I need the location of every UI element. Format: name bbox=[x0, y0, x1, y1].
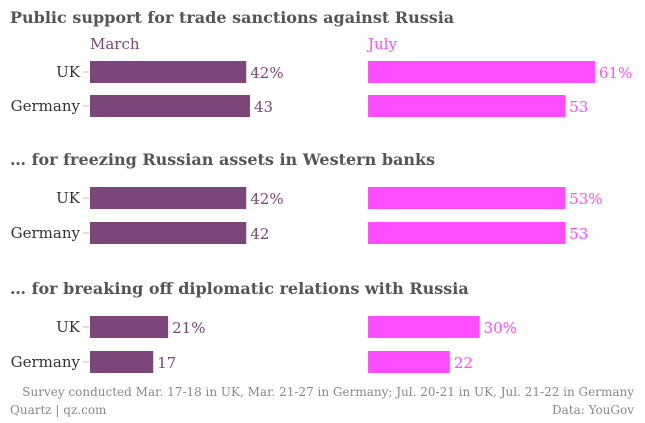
credit: Quartz | qz.com bbox=[10, 403, 107, 417]
value-label-2-germany-july: 53 bbox=[569, 225, 588, 243]
value-label-1-germany-march: 43 bbox=[254, 98, 273, 116]
bar-2-uk-march bbox=[90, 187, 247, 209]
value-label-1-uk-july: 61% bbox=[599, 64, 632, 82]
value-label-3-germany-july: 22 bbox=[454, 354, 473, 372]
bar-1-germany-march bbox=[90, 95, 250, 117]
bar-1-uk-march bbox=[90, 61, 247, 83]
value-label-1-uk-march: 42% bbox=[250, 64, 283, 82]
column-header-march: March bbox=[90, 35, 140, 53]
footnote: Survey conducted Mar. 17-18 in UK, Mar. … bbox=[22, 385, 634, 399]
category-label-germany: Germany bbox=[11, 353, 81, 371]
value-label-3-uk-july: 30% bbox=[484, 319, 517, 337]
source-note: Data: YouGov bbox=[552, 403, 634, 417]
category-label-germany: Germany bbox=[11, 97, 81, 115]
panel-title-2: … for freezing Russian assets in Western… bbox=[10, 150, 435, 169]
bar-3-uk-july bbox=[368, 316, 480, 338]
value-label-2-uk-march: 42% bbox=[250, 190, 283, 208]
bar-3-uk-march bbox=[90, 316, 169, 338]
bar-3-germany-july bbox=[368, 351, 450, 373]
value-label-2-germany-march: 42 bbox=[250, 225, 269, 243]
category-label-uk: UK bbox=[56, 189, 81, 207]
category-label-uk: UK bbox=[56, 318, 81, 336]
panel-title-1: Public support for trade sanctions again… bbox=[10, 8, 454, 27]
bar-1-uk-july bbox=[368, 61, 595, 83]
bar-2-germany-march bbox=[90, 222, 247, 244]
category-label-germany: Germany bbox=[11, 224, 81, 242]
bar-2-uk-july bbox=[368, 187, 566, 209]
column-header-july: July bbox=[366, 35, 397, 53]
value-label-3-germany-march: 17 bbox=[157, 354, 176, 372]
bar-3-germany-march bbox=[90, 351, 154, 373]
bar-1-germany-july bbox=[368, 95, 566, 117]
value-label-2-uk-july: 53% bbox=[569, 190, 602, 208]
category-label-uk: UK bbox=[56, 63, 81, 81]
value-label-3-uk-march: 21% bbox=[172, 319, 205, 337]
bar-2-germany-july bbox=[368, 222, 566, 244]
panel-title-3: … for breaking off diplomatic relations … bbox=[10, 279, 469, 298]
value-label-1-germany-july: 53 bbox=[569, 98, 588, 116]
